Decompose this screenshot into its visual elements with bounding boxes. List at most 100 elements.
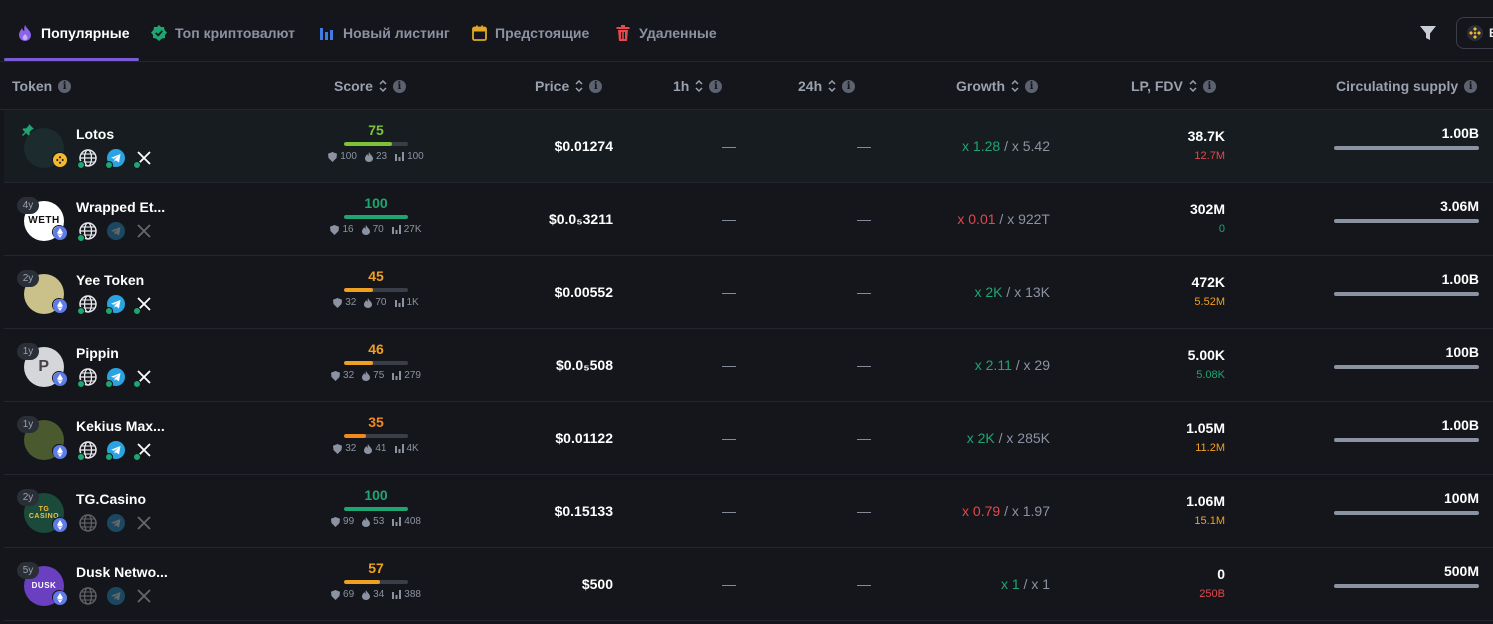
score-cell: 57 69 34 388 [324, 560, 428, 600]
lp-value: 0 [1217, 566, 1225, 582]
column-header-lp-fdv[interactable]: LP, FDV i [1131, 62, 1216, 110]
info-icon[interactable]: i [842, 79, 856, 93]
stat-value: 69 [343, 589, 355, 600]
website-icon[interactable] [77, 222, 97, 242]
telegram-icon[interactable] [107, 587, 125, 605]
telegram-icon[interactable] [105, 295, 125, 315]
bar-chart-icon [391, 225, 401, 234]
column-header-price[interactable]: Price i [535, 62, 603, 110]
lp-fdv-cell: 1.05M 11.2M [1104, 420, 1225, 454]
x-twitter-icon[interactable] [135, 587, 153, 605]
x-twitter-icon[interactable] [133, 295, 153, 315]
table-row[interactable]: 1y Kekius Max... 35 32 41 4K $0.01122 — — x 2K / … [4, 402, 1493, 475]
website-icon[interactable] [77, 441, 97, 461]
active-tab-indicator [4, 58, 139, 61]
column-header-score[interactable]: Score i [334, 62, 406, 110]
sort-icon[interactable] [379, 79, 387, 93]
change-24h: — [857, 576, 871, 592]
age-badge: 4y [17, 197, 39, 214]
growth-cell: x 0.01 / x 922T [884, 211, 1050, 227]
table-row[interactable]: 1y P Pippin 46 32 75 279 $0.0₅508 — — x 2.11 / x 2… [4, 329, 1493, 402]
table-row[interactable]: Lotos 75 100 23 100 $0.01274 — — x 1.28 / x 5.42… [4, 110, 1493, 183]
sort-icon[interactable] [575, 79, 583, 93]
holders-stat: 279 [392, 370, 421, 381]
table-row[interactable]: 2y TG CASINO TG.Casino 100 99 53 408 $0.15133 — —… [4, 475, 1493, 548]
token-name[interactable]: Lotos [76, 126, 115, 142]
info-icon[interactable]: i [1464, 79, 1478, 93]
lp-value: 1.05M [1186, 420, 1225, 436]
telegram-icon[interactable] [105, 441, 125, 461]
token-name[interactable]: Yee Token [76, 272, 145, 288]
sort-icon[interactable] [1189, 79, 1197, 93]
filter-button[interactable] [1417, 22, 1439, 44]
info-icon[interactable]: i [1202, 79, 1216, 93]
chain-select-button[interactable]: B [1456, 17, 1493, 49]
info-icon[interactable]: i [392, 79, 406, 93]
holders-stat: 388 [392, 589, 421, 600]
info-icon[interactable]: i [1025, 79, 1038, 93]
column-header-growth[interactable]: Growth i [956, 62, 1038, 110]
lp-value: 5.00K [1187, 347, 1225, 363]
table-row[interactable]: 2y Yee Token 45 32 70 1K $0.00552 — — x 2K / x 13… [4, 256, 1493, 329]
change-24h: — [857, 284, 871, 300]
x-twitter-icon[interactable] [133, 368, 153, 388]
info-icon[interactable]: i [709, 79, 723, 93]
token-name[interactable]: Pippin [76, 345, 119, 361]
column-header-1h[interactable]: 1h i [673, 62, 723, 110]
info-icon[interactable]: i [589, 79, 603, 93]
token-name[interactable]: Dusk Netwo... [76, 564, 168, 580]
supply-cell: 1.00B [1334, 271, 1479, 296]
x-twitter-icon[interactable] [133, 441, 153, 461]
website-icon[interactable] [77, 295, 97, 315]
score-stats: 100 23 100 [324, 151, 428, 162]
change-24h: — [857, 357, 871, 373]
change-1h: — [722, 284, 736, 300]
tab-popular[interactable]: Популярные [17, 22, 129, 44]
website-icon[interactable] [77, 368, 97, 388]
tab-removed[interactable]: Удаленные [615, 22, 717, 44]
tab-label: Предстоящие [495, 25, 590, 41]
score-bar [344, 142, 408, 146]
tab-upcoming[interactable]: Предстоящие [471, 22, 589, 44]
x-twitter-icon[interactable] [133, 149, 153, 169]
website-icon[interactable] [79, 587, 97, 605]
token-name[interactable]: TG.Casino [76, 491, 147, 507]
telegram-icon[interactable] [105, 149, 125, 169]
token-name[interactable]: Wrapped Et... [76, 199, 166, 215]
sort-icon[interactable] [695, 79, 703, 93]
token-name[interactable]: Kekius Max... [76, 418, 165, 434]
score-value: 100 [364, 195, 388, 211]
growth-current: x 2K [974, 284, 1003, 300]
score-cell: 35 32 41 4K [324, 414, 428, 454]
x-twitter-icon[interactable] [135, 514, 153, 532]
change-24h: — [857, 503, 871, 519]
x-twitter-icon[interactable] [135, 222, 153, 240]
score-value: 45 [368, 268, 384, 284]
table-row[interactable]: 5y DUSK Dusk Netwo... 57 69 34 388 $500 — — x 1 / … [4, 548, 1493, 621]
growth-cell: x 0.79 / x 1.97 [884, 503, 1050, 519]
supply-bar [1334, 584, 1479, 588]
info-icon[interactable]: i [58, 79, 72, 93]
sort-icon[interactable] [828, 79, 836, 93]
telegram-icon[interactable] [105, 368, 125, 388]
shield-icon [328, 151, 338, 162]
tab-new-listing[interactable]: Новый листинг [319, 22, 450, 44]
score-bar-fill [344, 288, 373, 292]
category-tabs: Популярные Топ криптовалют Новый листинг… [0, 0, 1493, 62]
supply-bar [1334, 511, 1479, 515]
column-label: LP, FDV [1131, 78, 1183, 94]
flame-icon [362, 516, 371, 527]
column-header-24h[interactable]: 24h i [798, 62, 856, 110]
tab-top-crypto[interactable]: Топ криптовалют [151, 22, 295, 44]
score-cell: 46 32 75 279 [324, 341, 428, 381]
flame-icon [362, 370, 371, 381]
sort-icon[interactable] [1011, 79, 1019, 93]
telegram-icon[interactable] [107, 222, 125, 240]
security-stat: 16 [330, 224, 354, 235]
table-row[interactable]: 4y WETH Wrapped Et... 100 16 70 27K $0.0₅3211 — —… [4, 183, 1493, 256]
column-label: Score [334, 78, 373, 94]
growth-cell: x 1 / x 1 [884, 576, 1050, 592]
website-icon[interactable] [77, 149, 97, 169]
telegram-icon[interactable] [107, 514, 125, 532]
website-icon[interactable] [79, 514, 97, 532]
